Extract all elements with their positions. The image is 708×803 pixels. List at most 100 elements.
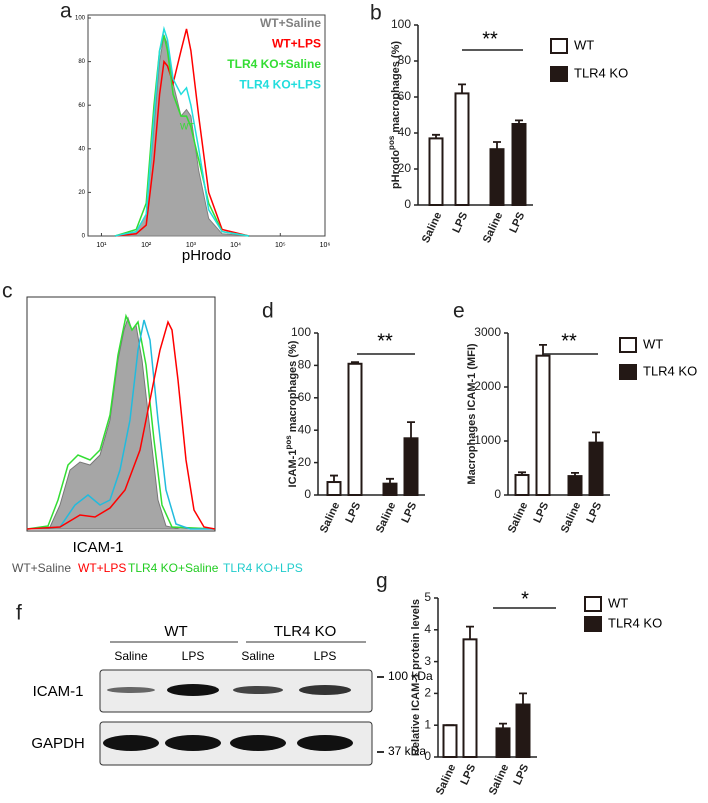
bar bbox=[347, 362, 363, 496]
histogram-line bbox=[26, 313, 216, 530]
y-tick-label: 40 bbox=[398, 125, 412, 139]
y-tick-label: 3 bbox=[424, 654, 431, 668]
x-tick-label: 10¹ bbox=[96, 242, 107, 249]
annotation: WT bbox=[180, 121, 194, 131]
y-tick-label: 60 bbox=[78, 103, 85, 109]
error-bar bbox=[518, 471, 526, 476]
error-bar bbox=[351, 361, 359, 364]
x-tick-label: LPS bbox=[511, 762, 531, 786]
y-tick-label: 80 bbox=[298, 358, 312, 372]
x-tick-label: 10⁵ bbox=[275, 242, 286, 249]
x-tick-label: LPS bbox=[343, 500, 363, 524]
bar bbox=[567, 475, 583, 497]
legend-swatch bbox=[584, 616, 602, 632]
legend-label: WT+LPS bbox=[78, 561, 126, 575]
error-bar bbox=[592, 431, 600, 443]
histogram-line bbox=[26, 319, 215, 530]
legend-swatch bbox=[550, 66, 568, 82]
bar bbox=[489, 148, 505, 206]
panel-letter: g bbox=[376, 570, 388, 593]
blot-band bbox=[299, 685, 351, 695]
legend-label: TLR4 KO bbox=[643, 363, 697, 378]
y-tick-label: 60 bbox=[398, 89, 412, 103]
blot-band bbox=[233, 686, 283, 694]
y-tick-label: 0 bbox=[82, 234, 86, 240]
error-bar bbox=[493, 141, 501, 150]
y-tick-label: 40 bbox=[298, 422, 312, 436]
x-axis-label: ICAM-1 bbox=[73, 539, 124, 556]
blot-band bbox=[103, 735, 159, 751]
significance-label: ** bbox=[482, 28, 498, 50]
blot-band bbox=[230, 735, 286, 751]
significance-label: ** bbox=[377, 330, 393, 352]
legend-swatch bbox=[619, 364, 637, 380]
legend-label: TLR4 KO bbox=[608, 615, 662, 630]
significance-label: * bbox=[521, 588, 529, 610]
x-axis-label: pHrodo bbox=[182, 247, 231, 264]
legend-swatch bbox=[619, 337, 637, 353]
y-tick-label: 40 bbox=[78, 146, 85, 152]
histogram-line bbox=[114, 28, 250, 237]
histogram-area bbox=[26, 316, 215, 530]
bar bbox=[588, 441, 604, 496]
group-label: WT bbox=[164, 623, 187, 640]
y-axis-label: Relative ICAM-1 protein levels bbox=[410, 599, 422, 756]
y-axis-label-part: pos bbox=[284, 435, 293, 450]
panel-letter: f bbox=[16, 602, 22, 625]
legend-label: WT+LPS bbox=[272, 37, 321, 51]
panel-letter: b bbox=[370, 2, 382, 25]
error-bar bbox=[432, 133, 440, 139]
bar bbox=[428, 137, 444, 206]
y-axis-label-part: Macrophages ICAM-1 (MFI) bbox=[466, 343, 478, 485]
legend-label: WT+Saline bbox=[260, 16, 321, 30]
error-bar bbox=[330, 474, 338, 483]
bar bbox=[326, 481, 342, 497]
panel-letter: a bbox=[60, 0, 72, 23]
bar bbox=[382, 482, 398, 497]
legend-label: WT+Saline bbox=[12, 561, 71, 575]
panel-letter: d bbox=[262, 300, 274, 323]
x-tick-label: Saline bbox=[559, 500, 584, 534]
bar bbox=[442, 724, 458, 759]
error-bar bbox=[499, 722, 507, 729]
lane-label: LPS bbox=[182, 649, 205, 663]
legend-label: WT bbox=[608, 595, 628, 610]
error-bar bbox=[519, 692, 527, 705]
y-tick-label: 100 bbox=[391, 17, 411, 31]
x-tick-label: Saline bbox=[481, 210, 506, 244]
y-tick-label: 1000 bbox=[474, 433, 501, 447]
x-tick-label: Saline bbox=[318, 500, 343, 534]
group-label: TLR4 KO bbox=[274, 623, 337, 640]
y-axis-label-part: Relative ICAM-1 protein levels bbox=[410, 599, 422, 756]
x-tick-label: LPS bbox=[399, 500, 419, 524]
error-bar bbox=[407, 421, 415, 439]
x-tick-label: Saline bbox=[374, 500, 399, 534]
x-tick-label: 10⁴ bbox=[230, 242, 241, 249]
bar bbox=[462, 638, 478, 759]
x-tick-label: LPS bbox=[458, 762, 478, 786]
histogram-line bbox=[26, 319, 216, 530]
y-axis-label-part: macrophages (%) bbox=[287, 340, 299, 435]
y-tick-label: 2 bbox=[424, 686, 431, 700]
legend-label: TLR4 KO+Saline bbox=[128, 561, 219, 575]
y-tick-label: 0 bbox=[494, 487, 501, 501]
legend-label: TLR4 KO+LPS bbox=[239, 78, 321, 92]
legend-label: TLR4 KO bbox=[574, 65, 628, 80]
y-axis-label-part: macrophages (%) bbox=[390, 41, 402, 136]
y-tick-label: 60 bbox=[298, 390, 312, 404]
marker-label: 37 kDa bbox=[388, 744, 426, 758]
error-bar bbox=[515, 119, 523, 124]
x-tick-label: LPS bbox=[584, 500, 604, 524]
error-bar bbox=[458, 83, 466, 94]
bar bbox=[514, 474, 530, 496]
x-tick-label: Saline bbox=[487, 762, 512, 796]
lane-label: LPS bbox=[314, 649, 337, 663]
x-tick-label: Saline bbox=[434, 762, 459, 796]
x-tick-label: 10³ bbox=[186, 242, 197, 249]
y-axis-label-part: pos bbox=[387, 135, 396, 150]
y-tick-label: 100 bbox=[291, 325, 311, 339]
significance-label: ** bbox=[561, 330, 577, 352]
y-tick-label: 80 bbox=[398, 53, 412, 67]
x-tick-label: LPS bbox=[450, 210, 470, 234]
